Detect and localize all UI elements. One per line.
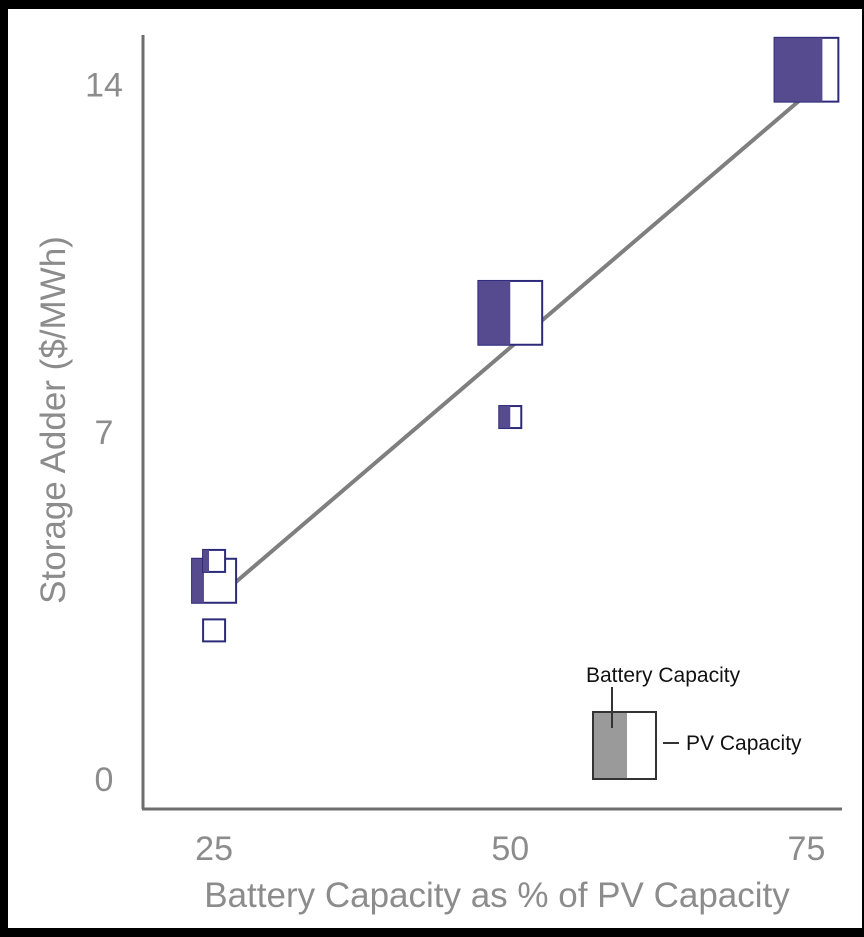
y-tick-labels: 0 7 14 xyxy=(85,67,123,800)
x-tick-labels: 25 50 75 xyxy=(195,830,825,868)
data-point xyxy=(202,618,227,643)
battery-capacity-fill xyxy=(203,549,210,572)
data-markers xyxy=(191,36,840,643)
x-tick-label: 50 xyxy=(491,830,529,868)
data-point xyxy=(498,405,523,430)
data-point xyxy=(773,36,840,103)
battery-capacity-fill xyxy=(499,406,511,429)
legend-battery-label: Battery Capacity xyxy=(586,664,741,687)
x-tick-label: 75 xyxy=(788,830,826,868)
trend-line xyxy=(212,92,809,603)
legend-pv-box xyxy=(592,711,657,780)
battery-capacity-fill xyxy=(478,280,511,345)
legend-pv-label: PV Capacity xyxy=(686,732,802,755)
y-tick-label: 14 xyxy=(85,67,123,105)
data-point xyxy=(477,279,544,346)
y-tick-label: 0 xyxy=(95,761,114,799)
x-tick-label: 25 xyxy=(195,830,233,868)
x-axis-title: Battery Capacity as % of PV Capacity xyxy=(204,876,790,915)
battery-capacity-fill xyxy=(192,558,204,603)
y-tick-label: 7 xyxy=(95,414,114,452)
battery-capacity-fill xyxy=(774,37,823,102)
y-axis-title: Storage Adder ($/MWh) xyxy=(34,236,73,604)
legend: Battery Capacity PV Capacity xyxy=(586,664,802,780)
data-point xyxy=(202,548,227,573)
pv-capacity-box xyxy=(202,618,227,643)
legend-battery-fill xyxy=(593,712,627,779)
